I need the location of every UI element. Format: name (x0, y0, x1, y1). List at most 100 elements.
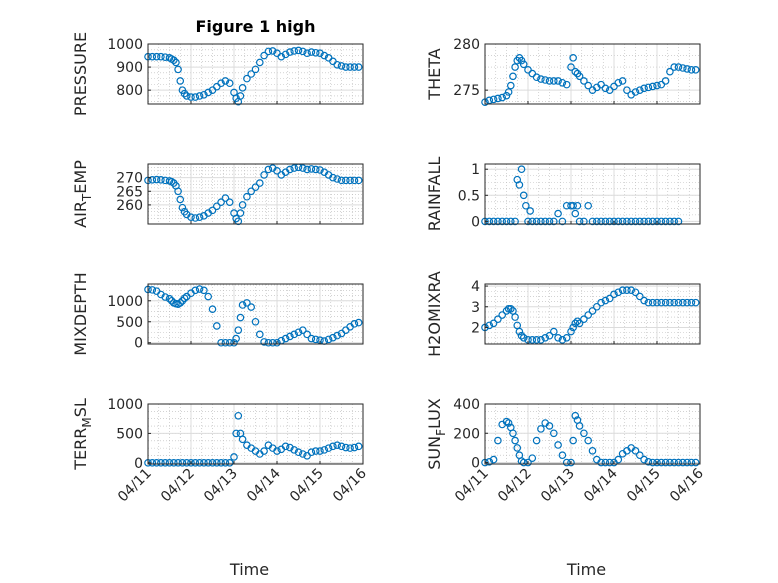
data-point (354, 442, 363, 451)
data-point (180, 294, 189, 303)
data-point (580, 77, 588, 85)
data-point (597, 298, 605, 307)
data-point (666, 67, 674, 76)
data-point (286, 443, 294, 452)
data-point (298, 47, 307, 56)
data-point (605, 217, 614, 226)
data-point (562, 333, 571, 342)
data-point (526, 207, 534, 215)
data-point (573, 201, 582, 210)
data-point (545, 422, 554, 430)
panel-pressure: 800 900 1000 PRESSURE (71, 32, 364, 116)
data-point (494, 94, 502, 103)
data-point (290, 47, 299, 55)
y-axis-label: TERRMSL (71, 398, 94, 471)
data-point (519, 60, 528, 69)
data-point (350, 176, 359, 185)
data-point (247, 303, 256, 311)
data-point (213, 322, 221, 330)
data-point (648, 298, 657, 307)
data-point (511, 313, 519, 321)
data-point (346, 176, 354, 185)
data-point (618, 217, 627, 226)
data-point (354, 63, 363, 71)
data-point (337, 442, 346, 451)
x-axis-label-left: Time (229, 560, 269, 579)
data-point (176, 299, 185, 307)
data-point (333, 60, 342, 69)
data-point (627, 217, 636, 226)
data-point (610, 290, 618, 299)
data-point (623, 86, 631, 94)
data-point (541, 217, 550, 226)
data-point (631, 288, 640, 297)
data-point (541, 333, 550, 342)
data-point (648, 458, 657, 467)
data-point (232, 429, 240, 438)
data-point (320, 51, 329, 60)
data-point (273, 447, 281, 455)
data-point (567, 327, 575, 336)
data-point (243, 192, 251, 201)
y-tick-label: 0 (134, 336, 143, 352)
data-point (691, 66, 700, 74)
data-point (532, 336, 541, 344)
data-point (678, 298, 687, 307)
data-point (661, 458, 670, 467)
x-axis-label-right: Time (566, 560, 606, 579)
data-point (176, 77, 185, 85)
data-point (247, 187, 256, 196)
y-tick-label: 265 (116, 184, 143, 200)
data-point (217, 79, 225, 88)
data-point (537, 217, 545, 226)
data-point (504, 88, 513, 96)
data-point (597, 80, 605, 89)
data-point (653, 458, 661, 467)
data-point (225, 79, 234, 88)
data-point (502, 217, 511, 226)
data-point (640, 455, 648, 464)
data-point (601, 458, 610, 467)
data-point (569, 323, 577, 332)
data-point (191, 459, 200, 467)
data-point (605, 294, 614, 303)
data-point (691, 458, 700, 467)
data-point (230, 453, 238, 461)
data-point (549, 429, 558, 438)
data-point (165, 294, 174, 303)
data-point (333, 331, 342, 340)
data-point (148, 52, 157, 61)
axes-box (147, 43, 364, 105)
data-point (575, 319, 584, 328)
data-point (221, 77, 230, 85)
data-point (489, 217, 498, 226)
data-point (522, 201, 530, 210)
data-point (644, 458, 653, 466)
y-axis-label: PRESSURE (71, 32, 90, 116)
data-point (640, 296, 648, 305)
data-point (601, 296, 610, 305)
data-point (316, 49, 324, 58)
data-point (524, 217, 532, 226)
data-point (294, 46, 303, 55)
data-point (341, 443, 350, 452)
y-tick-label: 1000 (107, 397, 143, 413)
x-tick-label: 04/12 (495, 466, 535, 506)
data-point (213, 202, 221, 211)
data-point (644, 217, 653, 226)
data-point (661, 77, 670, 85)
axes-box (484, 283, 701, 345)
data-point (354, 318, 363, 327)
data-point (311, 335, 320, 344)
data-point (195, 92, 204, 100)
data-point (601, 84, 610, 93)
data-point (208, 206, 217, 215)
data-point (644, 83, 653, 92)
data-point (298, 164, 307, 172)
data-point (580, 315, 588, 323)
y-axis-label: AIRTEMP (71, 160, 94, 228)
data-point (511, 436, 519, 445)
data-point (683, 298, 691, 307)
data-point (260, 338, 268, 346)
